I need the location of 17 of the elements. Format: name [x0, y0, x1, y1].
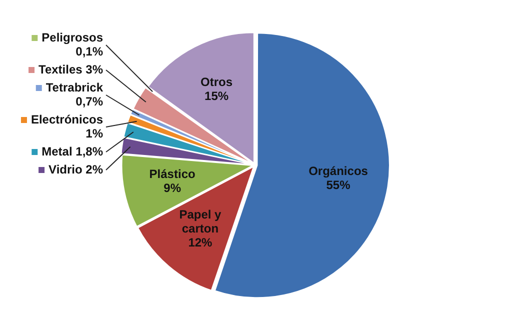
data-label: 9% — [164, 181, 182, 196]
legend-label: Metal 1,8% — [42, 144, 104, 158]
legend-label: Tetrabrick — [46, 80, 104, 94]
data-label: 12% — [188, 236, 213, 250]
data-label: 55% — [326, 178, 351, 192]
data-label: 0,1% — [76, 44, 104, 58]
data-label: 1% — [86, 126, 104, 140]
slice-label: Otros — [200, 75, 233, 90]
slice-label: Orgánicos — [308, 164, 368, 178]
slice-label: Papel y carton — [179, 208, 222, 236]
slice-label: Plástico — [149, 167, 196, 182]
legend-label: Peligrosos — [42, 30, 104, 44]
data-label: 0,7% — [76, 94, 104, 108]
data-label: 15% — [204, 89, 229, 104]
legend-label: Textiles 3% — [38, 62, 104, 76]
legend-label: Electrónicos — [30, 112, 104, 126]
legend-label: Vidrio 2% — [48, 162, 104, 176]
